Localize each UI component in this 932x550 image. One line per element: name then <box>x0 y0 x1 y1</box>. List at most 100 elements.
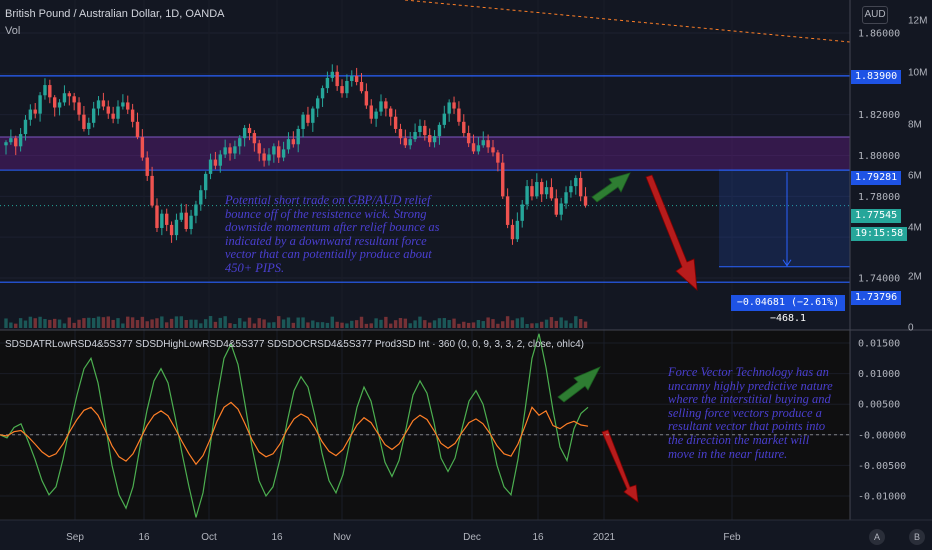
candle-body <box>315 98 320 109</box>
bullish-vector-arrow-price <box>591 172 631 203</box>
volume-bar <box>530 323 534 328</box>
volume-tick-label: 0 <box>908 323 914 334</box>
candle-body <box>486 140 490 148</box>
volume-bar <box>510 320 515 328</box>
candle-body <box>301 114 305 129</box>
volume-bar <box>291 322 296 328</box>
candle-body <box>9 138 13 143</box>
volume-bar <box>18 318 23 328</box>
candle-body <box>350 75 354 81</box>
volume-tick-label: 4M <box>908 223 922 234</box>
volume-bar <box>583 321 588 328</box>
volume-bar <box>213 321 218 328</box>
volume-bar <box>340 322 344 328</box>
candle-body <box>345 80 349 94</box>
candle-body <box>471 143 476 152</box>
candle-body <box>57 102 62 108</box>
volume-bar <box>335 321 339 328</box>
volume-bar <box>437 318 442 328</box>
volume-bar <box>408 323 412 328</box>
candle-body <box>427 135 432 143</box>
measurement-box <box>719 170 850 267</box>
candle-body <box>126 102 130 110</box>
osc-tick-label: 0.01500 <box>858 339 900 350</box>
volume-bar <box>238 318 242 328</box>
candle-body <box>335 71 339 87</box>
volume-bar <box>267 322 271 328</box>
volume-bar <box>471 322 476 328</box>
candle-body <box>540 182 544 195</box>
candle-body <box>340 86 344 94</box>
volume-bar <box>184 319 188 328</box>
candle-body <box>277 146 281 158</box>
indicator-annotation-text: Force Vector Technology has an uncanny h… <box>668 365 833 461</box>
volume-bar <box>150 319 154 328</box>
candle-body <box>194 204 198 216</box>
candle-body <box>111 113 115 119</box>
volume-bar <box>179 316 184 328</box>
volume-bar <box>364 323 369 328</box>
volume-bar <box>277 316 281 328</box>
candle-body <box>165 213 169 225</box>
candle-body <box>106 106 110 114</box>
candle-body <box>203 173 208 191</box>
candle-body <box>442 113 446 125</box>
volume-bar <box>345 323 349 328</box>
volume-bar <box>379 319 383 328</box>
price-tick-label: 1.82000 <box>858 110 900 121</box>
time-tick-label: Nov <box>333 532 351 543</box>
volume-bar <box>403 318 408 328</box>
volume-bar <box>242 321 247 328</box>
bearish-vector-arrow-osc <box>601 429 639 503</box>
candle-body <box>213 159 218 166</box>
osc-tick-label: -0.00500 <box>858 461 906 472</box>
osc-tick-label: -0.01000 <box>858 492 906 503</box>
candle-body <box>325 77 330 89</box>
candle-body <box>457 108 461 122</box>
volume-bar <box>520 317 524 328</box>
volume-bar <box>121 323 125 328</box>
candle-body <box>150 175 154 206</box>
volume-bar <box>427 322 432 328</box>
candle-body <box>437 124 442 137</box>
volume-bar <box>38 316 42 328</box>
currency-button[interactable]: AUD <box>862 6 888 24</box>
candle-body <box>145 157 149 176</box>
candle-body <box>262 153 266 161</box>
candle-body <box>379 101 383 112</box>
volume-bar <box>272 322 276 328</box>
volume-bar <box>106 316 110 328</box>
candle-body <box>257 143 261 154</box>
candle-body <box>228 147 232 154</box>
time-tick-label: Sep <box>66 532 84 543</box>
volume-bar <box>525 323 529 328</box>
price-tag-current: 1.77545 <box>851 209 902 223</box>
volume-bar <box>72 322 76 328</box>
log-scale-button[interactable]: B <box>909 529 925 545</box>
volume-bar <box>306 322 310 328</box>
volume-bar <box>330 316 334 328</box>
time-tick-label: Dec <box>463 532 481 543</box>
bearish-vector-arrow-price <box>645 174 698 291</box>
candle-body <box>4 142 8 146</box>
volume-bar <box>574 316 578 328</box>
volume-bar <box>393 320 398 328</box>
volume-bar <box>67 317 72 328</box>
volume-bar <box>48 319 52 328</box>
volume-bar <box>311 320 315 328</box>
volume-bar <box>145 321 149 328</box>
countdown-tag: 19:15:58 <box>851 227 908 241</box>
candle-body <box>481 140 485 146</box>
candle-body <box>476 145 481 152</box>
candle-body <box>491 147 495 153</box>
volume-bar <box>57 319 62 328</box>
price-tag-zone-top: 1.79281 <box>851 171 902 185</box>
volume-bar <box>160 316 164 328</box>
candle-body <box>393 116 398 129</box>
auto-scale-button[interactable]: A <box>869 529 885 545</box>
volume-bar <box>486 317 490 328</box>
volume-bar <box>155 318 159 328</box>
candle-body <box>554 198 559 215</box>
volume-bar <box>432 320 437 328</box>
